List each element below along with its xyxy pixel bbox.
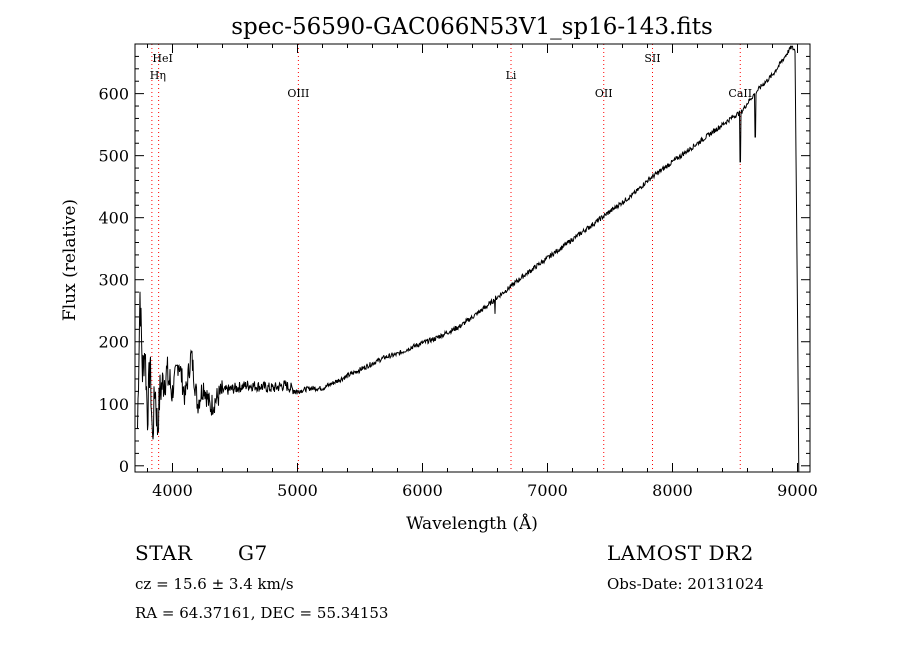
line-marker-label: Hη — [150, 69, 166, 82]
line-marker-label: HeI — [152, 52, 172, 65]
x-tick-label: 7000 — [527, 481, 568, 500]
line-marker-label: SII — [644, 52, 660, 65]
chart-title: spec-56590-GAC066N53V1_sp16-143.fits — [231, 14, 713, 40]
spectrum-line — [137, 45, 800, 473]
coordinates: RA = 64.37161, DEC = 55.34153 — [135, 604, 389, 622]
line-marker-label: CaII — [728, 87, 752, 100]
redshift-velocity: cz = 15.6 ± 3.4 km/s — [135, 575, 294, 593]
line-marker-label: Li — [506, 69, 517, 82]
y-tick-label: 600 — [98, 85, 129, 104]
x-axis: 4000 5000 6000 7000 8000 9000 — [147, 44, 818, 500]
x-tick-label: 8000 — [652, 481, 693, 500]
y-tick-label: 400 — [98, 209, 129, 228]
x-axis-label: Wavelength (Å) — [406, 513, 538, 534]
y-tick-label: 0 — [119, 457, 129, 476]
y-tick-label: 300 — [98, 271, 129, 290]
plot-frame — [134, 43, 811, 473]
observation-date: Obs-Date: 20131024 — [607, 575, 764, 593]
line-marker-label: OII — [595, 87, 613, 100]
line-marker-label: OIII — [287, 87, 309, 100]
object-class: STAR — [135, 541, 193, 565]
y-tick-label: 500 — [98, 147, 129, 166]
x-tick-label: 6000 — [402, 481, 443, 500]
y-axis: 0 100 200 300 400 500 600 — [98, 55, 810, 476]
y-tick-label: 200 — [98, 333, 129, 352]
line-markers: HeI Hη OIII Li OII SII CaII — [150, 44, 752, 472]
x-tick-label: 4000 — [152, 481, 193, 500]
object-subclass: G7 — [238, 541, 268, 565]
survey-name: LAMOST DR2 — [607, 541, 754, 565]
y-axis-label: Flux (relative) — [60, 199, 80, 321]
x-tick-label: 9000 — [777, 481, 818, 500]
y-tick-label: 100 — [98, 395, 129, 414]
x-tick-label: 5000 — [277, 481, 318, 500]
